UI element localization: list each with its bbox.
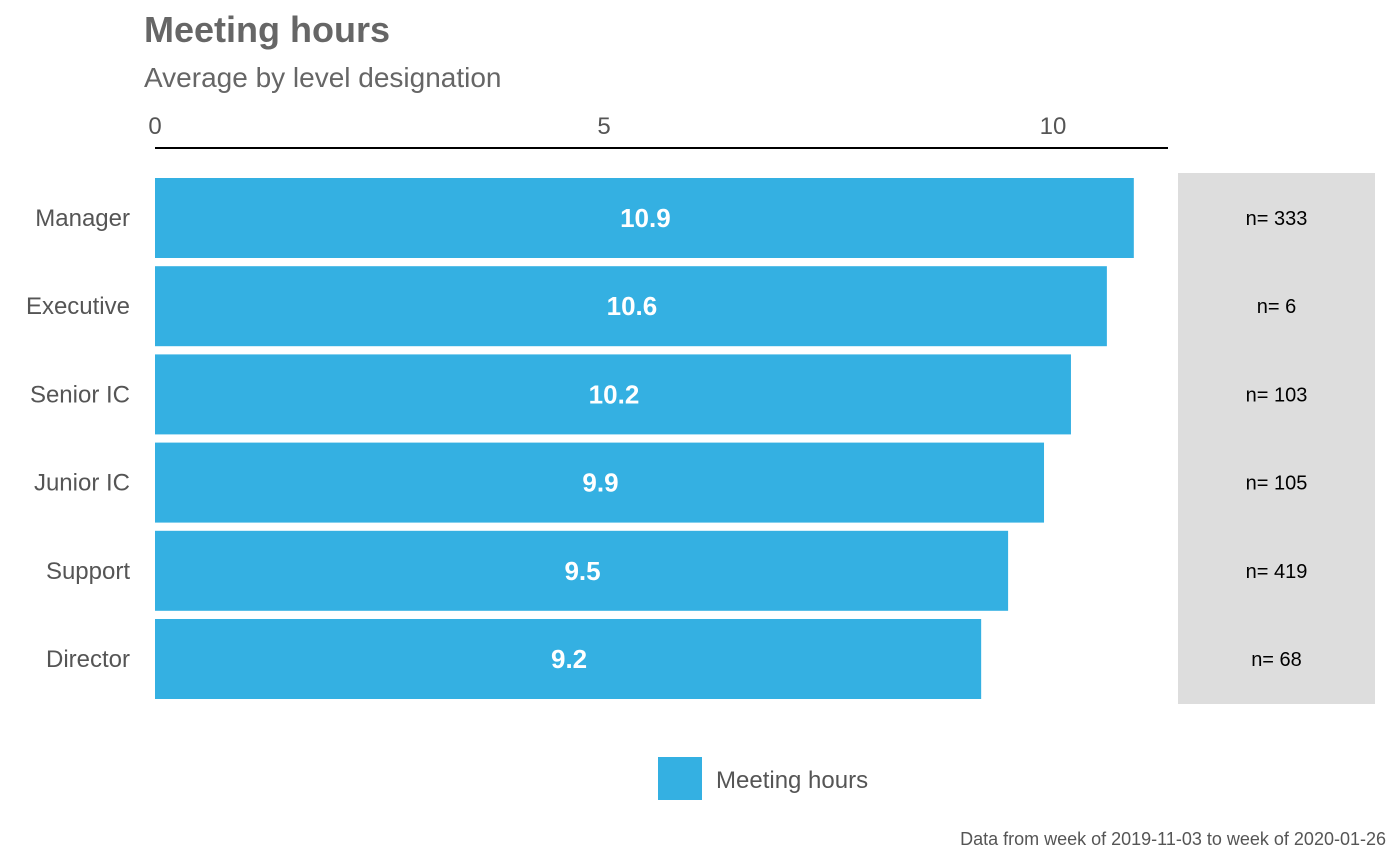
category-label: Manager	[35, 205, 130, 232]
count-label: n= 68	[1251, 649, 1302, 671]
bars: 10.9 Manager n= 333 10.6 Executive n= 6 10.2 Se…	[26, 178, 1307, 699]
legend-swatch	[658, 757, 702, 800]
bar	[155, 266, 1107, 347]
count-label: n= 419	[1246, 561, 1308, 583]
count-label: n= 105	[1246, 473, 1308, 495]
count-label: n= 103	[1246, 384, 1308, 406]
bar-value-label: 10.9	[620, 203, 671, 233]
chart-title: Meeting hours	[144, 9, 390, 50]
bar-value-label: 9.9	[582, 468, 618, 498]
bar-value-label: 9.5	[564, 556, 600, 586]
legend-label: Meeting hours	[716, 767, 868, 794]
bar-value-label: 9.2	[551, 644, 587, 674]
bar	[155, 354, 1071, 435]
caption: Data from week of 2019-11-03 to week of …	[960, 829, 1386, 849]
count-panel	[1178, 173, 1375, 704]
bar	[155, 178, 1134, 258]
count-label: n= 6	[1257, 296, 1296, 318]
bar-value-label: 10.2	[589, 379, 640, 409]
count-label: n= 333	[1246, 208, 1308, 230]
bar	[155, 619, 982, 699]
category-label: Junior IC	[34, 470, 130, 497]
chart-subtitle: Average by level designation	[144, 62, 502, 93]
category-label: Senior IC	[30, 381, 130, 408]
bar	[155, 442, 1045, 523]
category-label: Executive	[26, 293, 130, 320]
category-label: Support	[46, 558, 130, 585]
x-tick-label: 5	[597, 113, 610, 140]
bar-value-label: 10.6	[607, 291, 658, 321]
x-tick-label: 0	[148, 113, 161, 140]
x-tick-label: 10	[1040, 113, 1067, 140]
legend: Meeting hours	[658, 757, 868, 800]
category-label: Director	[46, 646, 130, 673]
x-axis: 0 5 10	[148, 113, 1168, 149]
bar	[155, 530, 1009, 611]
